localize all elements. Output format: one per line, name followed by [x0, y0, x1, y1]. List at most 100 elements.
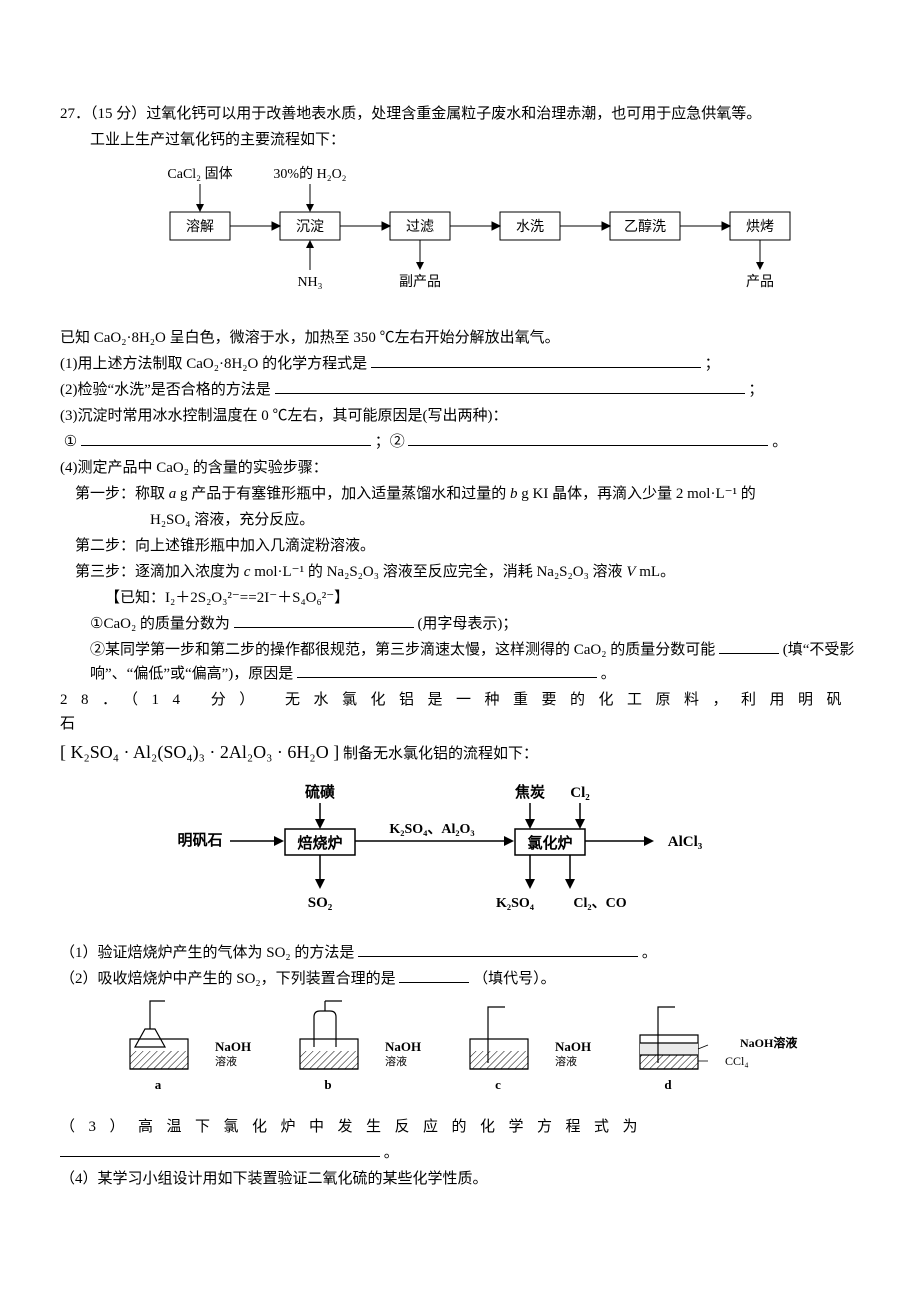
q27-sub2a: ②某同学第一步和第二步的操作都很规范，第三步滴速太慢，这样测得的 CaO₂ 的质… — [90, 642, 715, 658]
q28-header-line2: [ K₂SO₄ · Al₂(SO₄)₃ · 2Al₂O₃ · 6H₂O ] 制备… — [60, 738, 860, 767]
svg-text:NaOH: NaOH — [215, 1039, 251, 1054]
q28-formula: [ K₂SO₄ · Al₂(SO₄)₃ · 2Al₂O₃ · 6H₂O ] — [60, 742, 339, 762]
q28-p3-blankline: 。 — [60, 1141, 860, 1165]
q27-sub1b: (用字母表示)； — [417, 616, 517, 632]
svg-text:NaOH溶液: NaOH溶液 — [740, 1035, 797, 1050]
svg-text:CCl₄: CCl₄ — [725, 1054, 749, 1068]
flow-in-nh3: NH₃ — [297, 275, 322, 290]
svg-text:乙醇洗: 乙醇洗 — [624, 218, 666, 235]
flow-out-byproduct: 副产品 — [399, 274, 441, 290]
q27-known: 已知 CaO₂·8H₂O 呈白色，微溶于水，加热至 350 ℃左右开始分解放出氧… — [60, 326, 860, 350]
q27-step1: 第一步：称取 a g 产品于有塞锥形瓶中，加入适量蒸馏水和过量的 b g KI … — [60, 482, 860, 506]
f2-so2: SO₂ — [308, 895, 333, 911]
q27-step1-var-b: b — [510, 486, 518, 502]
q28-p1-tail: 。 — [642, 945, 657, 961]
q27-known2: 【已知：I₂＋2S₂O₃²⁻==2I⁻＋S₄O₆²⁻】 — [60, 586, 860, 610]
q27-sub1: ①CaO₂ 的质量分数为 (用字母表示)； — [60, 612, 860, 636]
svg-text:烘烤: 烘烤 — [746, 219, 774, 235]
device-b: NaOH 溶液 b — [300, 1001, 421, 1092]
q28-p2a: （2）吸收焙烧炉中产生的 SO₂，下列装置合理的是 — [60, 971, 396, 987]
svg-text:过滤: 过滤 — [406, 219, 434, 235]
q28-p2b: （填代号）。 — [473, 971, 556, 987]
svg-text:NaOH: NaOH — [555, 1039, 591, 1054]
q27-p3-label1: ① — [64, 434, 77, 450]
q27-step2: 第二步：向上述锥形瓶中加入几滴淀粉溶液。 — [60, 534, 860, 558]
q27-p1-tail: ； — [705, 356, 720, 372]
q28-p1: （1）验证焙烧炉产生的气体为 SO₂ 的方法是 。 — [60, 941, 860, 965]
f2-alum: 明矾石 — [177, 832, 222, 849]
q27-sub1-blank[interactable] — [234, 627, 414, 628]
q27-p4-head: (4)测定产品中 CaO₂ 的含量的实验步骤： — [60, 456, 860, 480]
q28-header: 28．（14 分） 无水氯化铝是一种重要的化工原料，利用明矾石 — [60, 688, 860, 736]
q27-sub2c: 。 — [601, 666, 616, 682]
q27-step3c: mL。 — [635, 564, 675, 580]
q28-header-a: 28．（14 分） 无水氯化铝是一种重要的化工原料，利用明矾石 — [60, 692, 855, 732]
q27-p2-text: (2)检验“水洗”是否合格的方法是 — [60, 382, 271, 398]
q28-p4: （4）某学习小组设计用如下装置验证二氧化硫的某些化学性质。 — [60, 1167, 860, 1191]
q28-p1-text: （1）验证焙烧炉产生的气体为 SO₂ 的方法是 — [60, 945, 354, 961]
q27-sub1a: ①CaO₂ 的质量分数为 — [90, 616, 230, 632]
svg-text:溶液: 溶液 — [215, 1054, 237, 1068]
q27-p3-blank2[interactable] — [408, 445, 768, 446]
q28-p2: （2）吸收焙烧炉中产生的 SO₂，下列装置合理的是 （填代号）。 — [60, 967, 860, 991]
svg-text:沉淀: 沉淀 — [296, 219, 324, 235]
q27-p2: (2)检验“水洗”是否合格的方法是 ； — [60, 378, 860, 402]
q27-p3-sep: ；② — [375, 434, 405, 450]
q27-flowchart: CaCl₂ 固体 30%的 H₂O₂ 溶解 沉淀 过滤 水洗 乙醇洗 烘烤 — [60, 160, 860, 318]
q27-p3: (3)沉淀时常用冰水控制温度在 0 ℃左右，其可能原因是(写出两种)： — [60, 404, 860, 428]
q27-p3-tail: 。 — [772, 434, 787, 450]
device-c: NaOH 溶液 c — [470, 1007, 591, 1092]
svg-text:水洗: 水洗 — [516, 219, 544, 235]
svg-text:溶液: 溶液 — [385, 1054, 407, 1068]
q27-step1c: g KI 晶体，再滴入少量 2 mol·L⁻¹ 的 — [518, 486, 756, 502]
svg-text:b: b — [324, 1077, 331, 1092]
f2-sulfur: 硫磺 — [305, 783, 335, 801]
q27-step1a: 第一步：称取 — [75, 486, 169, 502]
f2-box2: 氯化炉 — [527, 834, 572, 852]
svg-text:c: c — [495, 1077, 501, 1092]
q27-p2-blank[interactable] — [275, 393, 745, 394]
q28-devices: NaOH 溶液 a NaOH 溶液 b NaOH 溶液 c — [60, 999, 860, 1107]
flow-in-h2o2: 30%的 H₂O₂ — [273, 166, 346, 182]
q27-intro: 工业上生产过氧化钙的主要流程如下： — [60, 128, 860, 152]
svg-text:溶解: 溶解 — [186, 219, 214, 235]
q27-step3: 第三步：逐滴加入浓度为 c mol·L⁻¹ 的 Na₂S₂O₃ 溶液至反应完全，… — [60, 560, 860, 584]
q27-step1b: g 产品于有塞锥形瓶中，加入适量蒸馏水和过量的 — [176, 486, 510, 502]
svg-text:d: d — [664, 1077, 672, 1092]
f2-k2so4: K₂SO₄ — [496, 896, 535, 911]
f2-midlabel: K₂SO₄、Al₂O₃ — [389, 822, 474, 837]
f2-coke: 焦炭 — [514, 783, 545, 801]
device-d: NaOH溶液 CCl₄ d — [640, 1007, 797, 1092]
q28-p3-blank[interactable] — [60, 1156, 380, 1157]
flow-out-product: 产品 — [746, 274, 774, 290]
q28-p1-blank[interactable] — [358, 956, 638, 957]
svg-text:NaOH: NaOH — [385, 1039, 421, 1054]
q28-p2-blank[interactable] — [399, 982, 469, 983]
q28-header-b: 制备无水氯化铝的流程如下： — [343, 746, 538, 762]
q27-sub2: ②某同学第一步和第二步的操作都很规范，第三步滴速太慢，这样测得的 CaO₂ 的质… — [60, 638, 860, 686]
q27-step3a: 第三步：逐滴加入浓度为 — [75, 564, 244, 580]
svg-text:a: a — [155, 1077, 162, 1092]
q27-sub2-blank2[interactable] — [297, 677, 597, 678]
q27-header: 27．（15 分）过氧化钙可以用于改善地表水质，处理含重金属粒子废水和治理赤潮，… — [60, 102, 860, 126]
q27-p1: (1)用上述方法制取 CaO₂·8H₂O 的化学方程式是 ； — [60, 352, 860, 376]
q28-p3-tail: 。 — [384, 1145, 399, 1161]
flow-in-cacl2: CaCl₂ 固体 — [167, 166, 232, 182]
f2-box1: 焙烧炉 — [297, 834, 342, 852]
q28-p3-text: （3）高温下氯化炉中发生反应的化学方程式为 — [60, 1119, 651, 1135]
device-a: NaOH 溶液 a — [130, 1001, 251, 1092]
q27-p3-blank1[interactable] — [81, 445, 371, 446]
svg-text:溶液: 溶液 — [555, 1054, 577, 1068]
f2-alcl3: AlCl₃ — [668, 834, 703, 850]
q27-p1-blank[interactable] — [371, 367, 701, 368]
f2-cl2: Cl₂ — [570, 785, 590, 801]
q27-p3-blanks: ① ；② 。 — [60, 430, 860, 454]
q27-sub2-blank1[interactable] — [719, 653, 779, 654]
q27-p1-text: (1)用上述方法制取 CaO₂·8H₂O 的化学方程式是 — [60, 356, 367, 372]
q28-flowchart: 明矾石 硫磺 焙烧炉 SO₂ K₂SO₄、Al₂O₃ 焦炭 Cl₂ 氯化炉 Al… — [60, 775, 860, 933]
q27-p2-tail: ； — [748, 382, 763, 398]
f2-cl2co: Cl₂、CO — [573, 896, 626, 911]
q28-p3: （3）高温下氯化炉中发生反应的化学方程式为 — [60, 1115, 860, 1139]
q27-step1d: H₂SO₄ 溶液，充分反应。 — [60, 508, 860, 532]
q27-step3b: mol·L⁻¹ 的 Na₂S₂O₃ 溶液至反应完全，消耗 Na₂S₂O₃ 溶液 — [250, 564, 626, 580]
